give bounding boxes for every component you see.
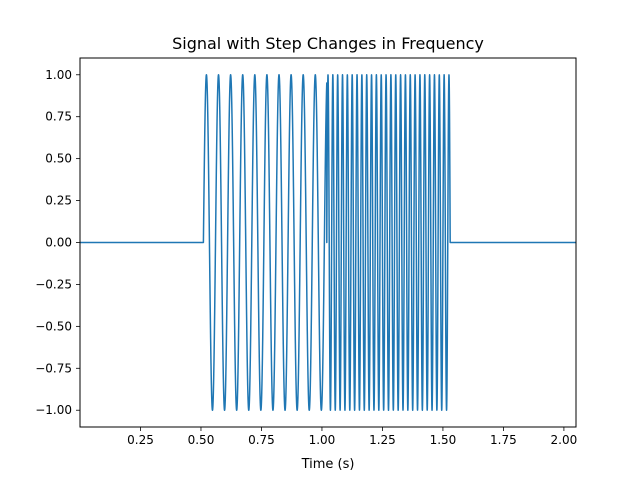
y-tick-label: −0.50 [35,319,72,333]
x-tick-label: 1.25 [369,433,396,447]
x-tick-label: 1.00 [309,433,336,447]
y-tick-label: 1.00 [45,68,72,82]
series-line-0 [80,74,576,411]
x-tick-label: 0.25 [127,433,154,447]
x-axis-label: Time (s) [301,457,355,472]
x-tick-label: 2.00 [551,433,578,447]
y-tick-label: −0.25 [35,277,72,291]
y-tick-label: 0.50 [45,152,72,166]
chart-title: Signal with Step Changes in Frequency [172,34,484,53]
x-tick-label: 1.75 [490,433,517,447]
x-tick-label: 1.50 [430,433,457,447]
y-tick-label: −0.75 [35,361,72,375]
y-tick-label: −1.00 [35,403,72,417]
y-tick-label: 0.00 [45,236,72,250]
x-tick-label: 0.75 [248,433,275,447]
axes: 0.25 0.50 0.75 1.00 1.25 1.50 1.75 2.00 1.00 0.75… [35,57,578,447]
plot-area [80,74,576,411]
y-tick-label: 0.25 [45,194,72,208]
y-tick-label: 0.75 [45,110,72,124]
x-tick-label: 0.50 [188,433,215,447]
